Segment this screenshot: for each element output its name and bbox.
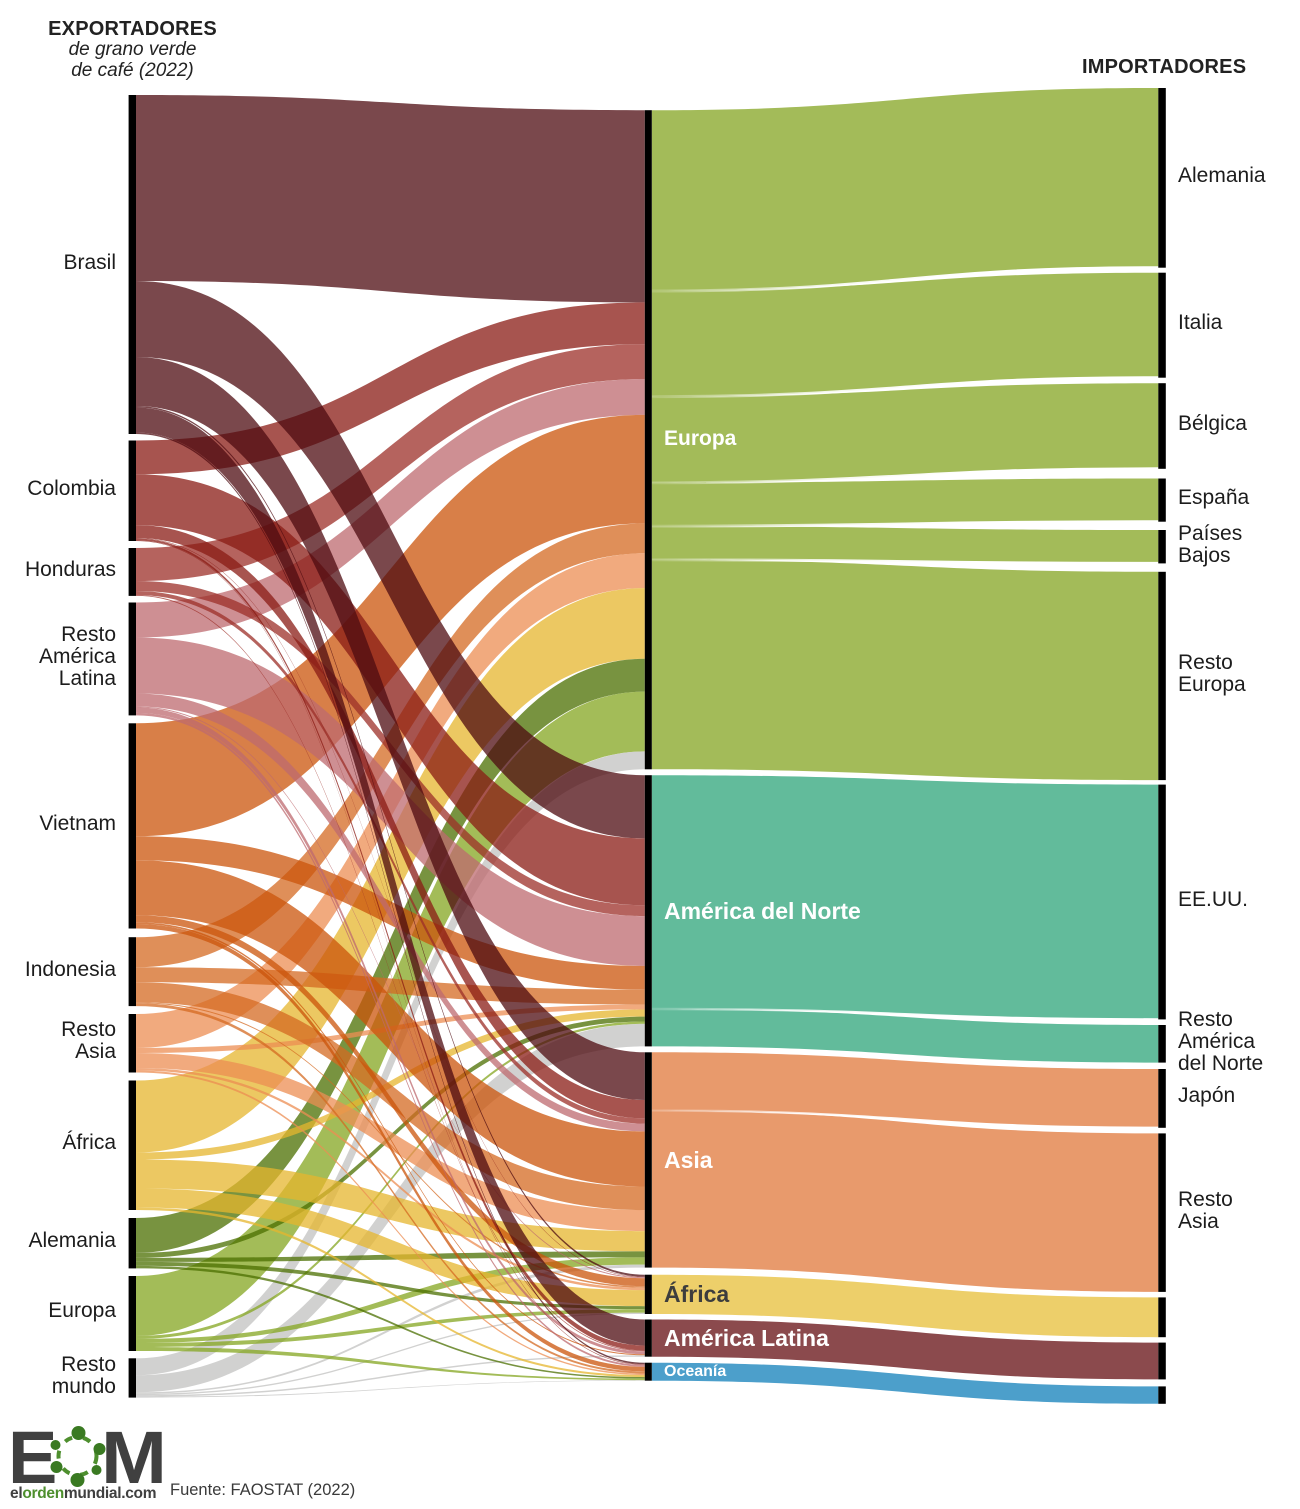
svg-text:E: E <box>8 1419 57 1499</box>
svg-text:elordenmundial.com: elordenmundial.com <box>10 1485 156 1502</box>
svg-text:M: M <box>101 1419 167 1499</box>
